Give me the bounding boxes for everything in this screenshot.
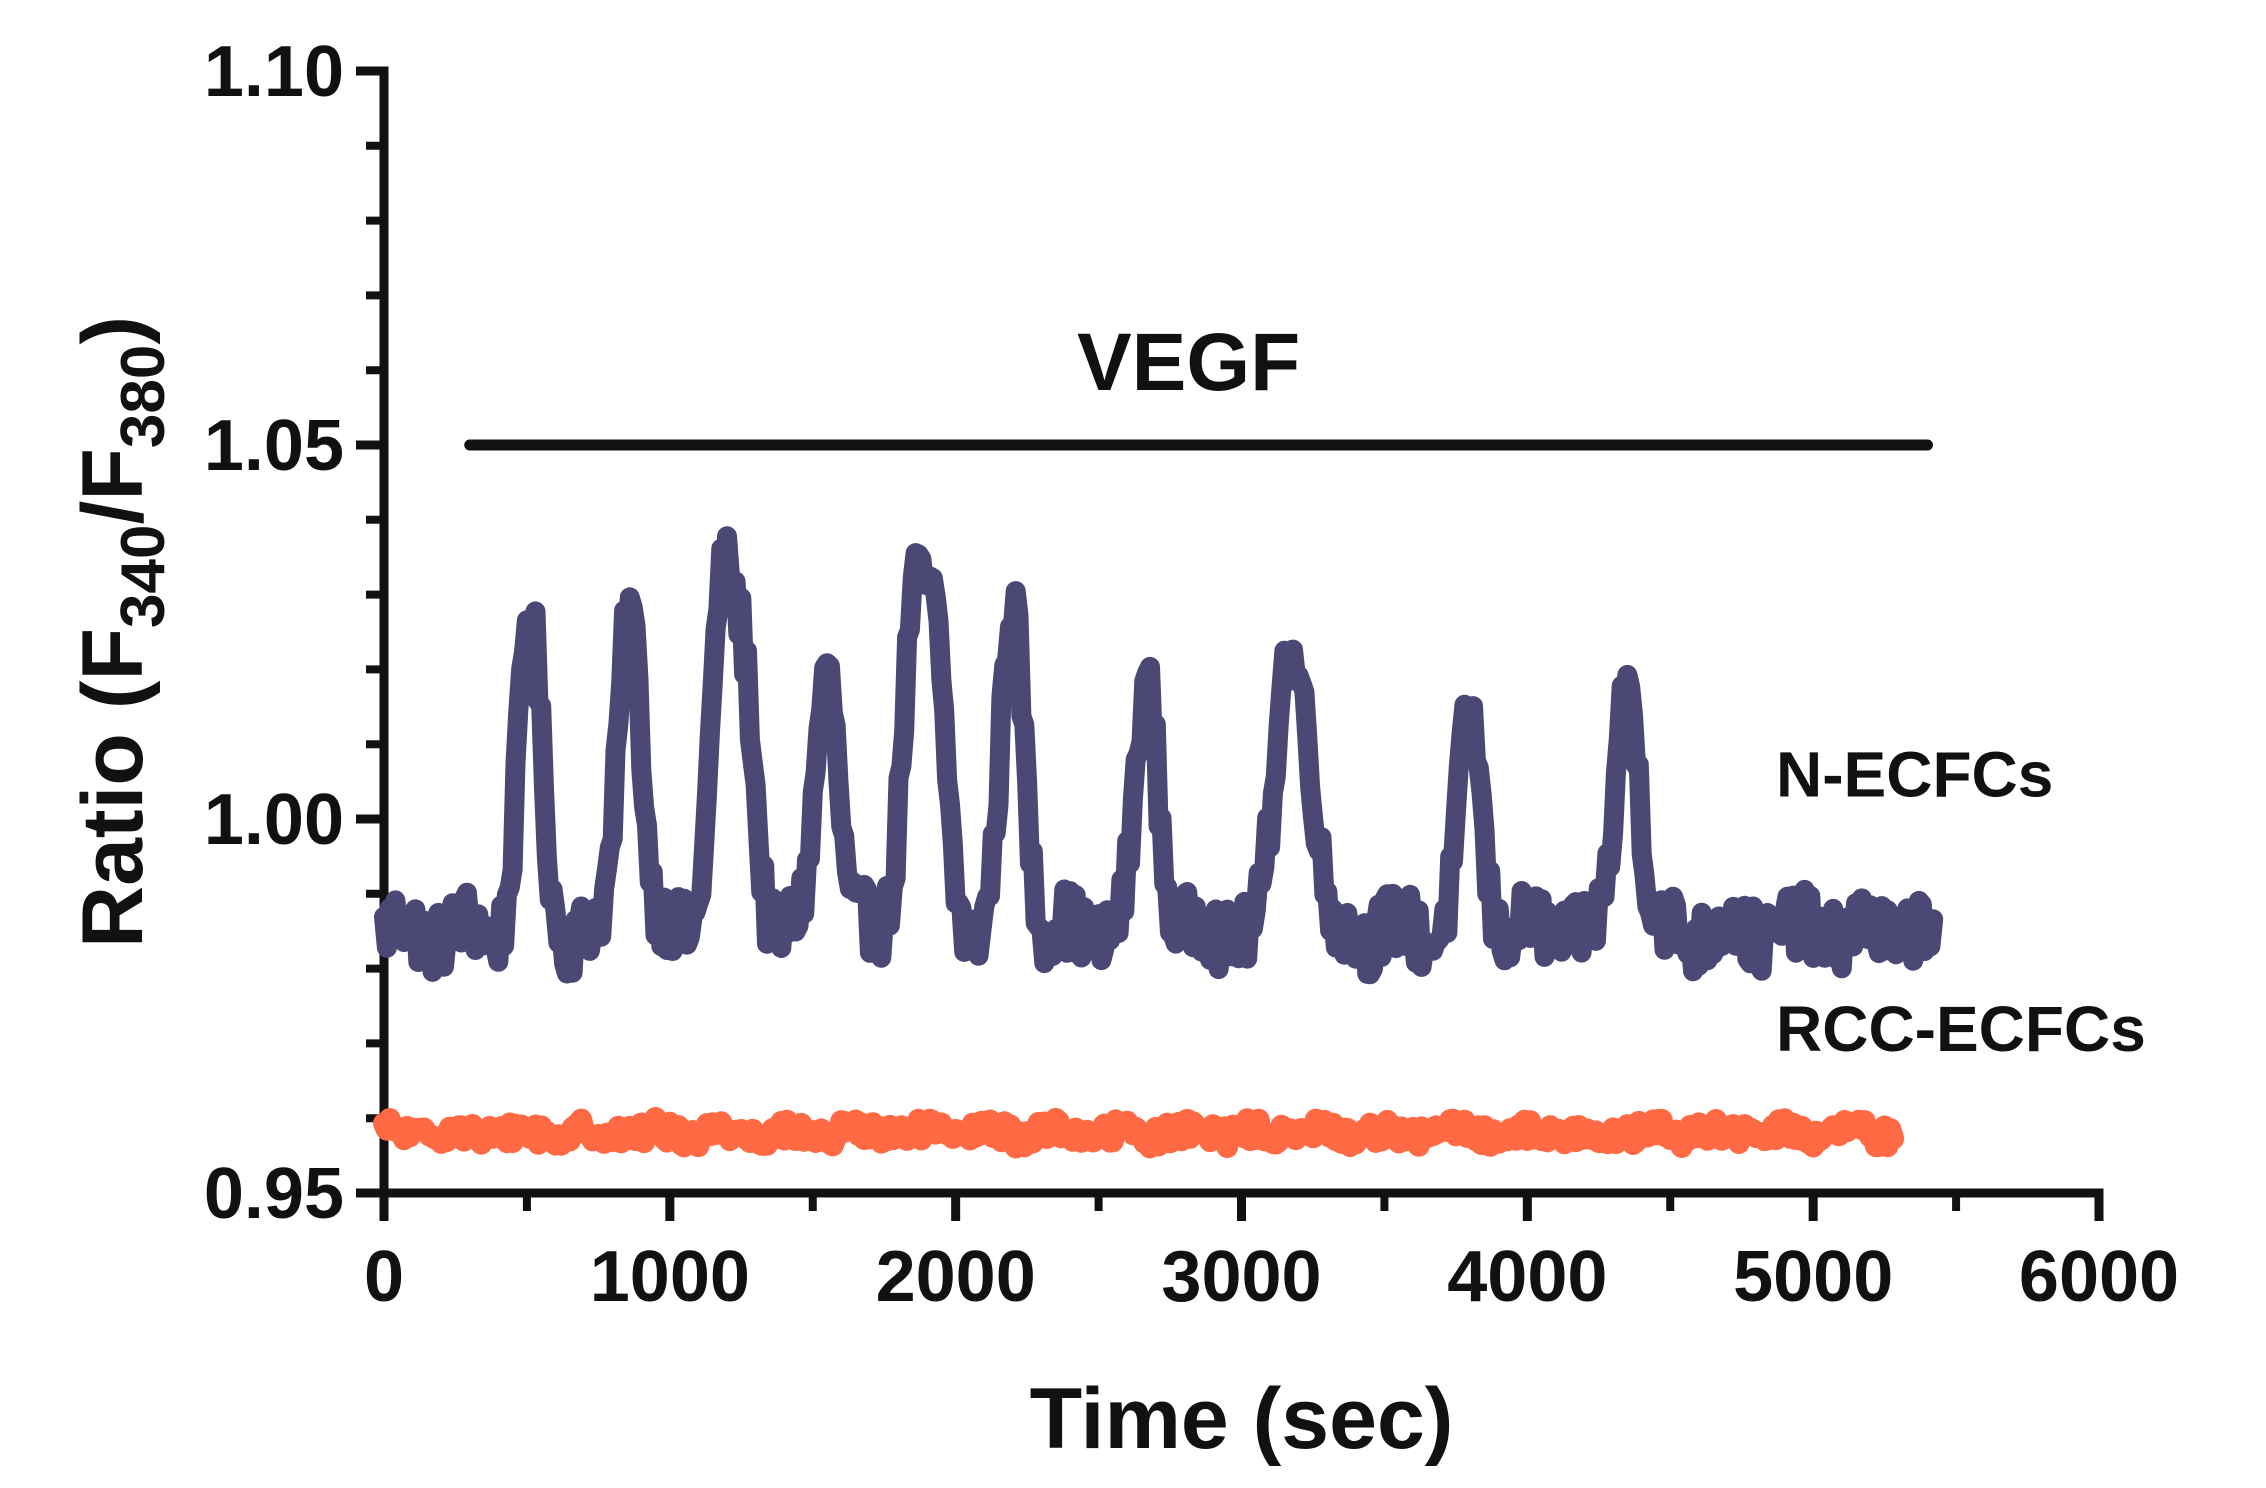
- y-tick-label: 1.05: [204, 406, 344, 486]
- x-tick-label: 5000: [1733, 1237, 1893, 1317]
- x-tick-label: 4000: [1447, 1237, 1607, 1317]
- y-title-sub1: 340: [109, 525, 178, 628]
- x-tick-label: 3000: [1161, 1237, 1321, 1317]
- series-line-n-ecfcs: [374, 526, 1944, 985]
- y-title-prefix: Ratio (F: [65, 628, 161, 948]
- vegf-annotation-label: VEGF: [1077, 317, 1300, 408]
- x-tick-label: 1000: [590, 1237, 750, 1317]
- series-layer: [373, 526, 1944, 1159]
- y-title-sub2: 380: [109, 345, 178, 448]
- y-title-mid: /F: [65, 448, 161, 524]
- x-tick-label: 2000: [876, 1237, 1036, 1317]
- y-title-suffix: ): [65, 316, 161, 345]
- y-tick-label: 1.10: [204, 32, 344, 112]
- y-tick-label: 1.00: [204, 780, 344, 860]
- series-line-rcc-ecfcs: [373, 1107, 1905, 1159]
- x-axis-ticks: 0 1000 2000 3000 4000 5000 6000: [364, 1193, 2179, 1317]
- x-tick-label: 0: [364, 1237, 404, 1317]
- y-tick-label: 0.95: [204, 1154, 344, 1234]
- y-axis-title: Ratio (F340/F380): [65, 316, 178, 948]
- series-labels: N-ECFCs RCC-ECFCs: [1776, 739, 2146, 1065]
- series-label-rcc-ecfcs: RCC-ECFCs: [1776, 993, 2146, 1065]
- x-tick-label: 6000: [2019, 1237, 2179, 1317]
- y-axis-ticks: 0.95 1.00 1.05 1.10: [204, 32, 384, 1234]
- annotation-layer: VEGF: [464, 317, 1933, 451]
- x-axis-title: Time (sec): [1030, 1371, 1454, 1467]
- series-label-n-ecfcs: N-ECFCs: [1776, 739, 2053, 811]
